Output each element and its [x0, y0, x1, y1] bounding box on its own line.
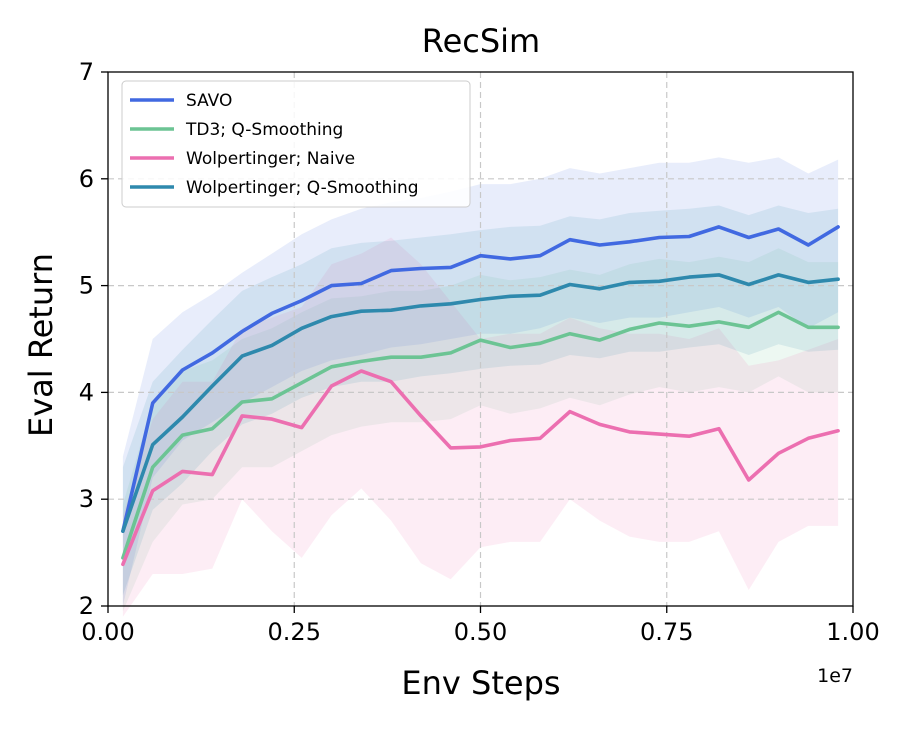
y-tick-label: 2	[79, 592, 94, 620]
chart-title: RecSim	[422, 22, 540, 60]
x-tick-label: 1.00	[826, 618, 879, 646]
x-tick-label: 0.00	[81, 618, 134, 646]
y-axis-label: Eval Return	[22, 253, 60, 437]
y-tick-label: 6	[79, 165, 94, 193]
series-lines	[121, 225, 840, 567]
legend: SAVO TD3; Q-Smoothing Wolpertinger; Naive W…	[121, 80, 471, 208]
legend-label-3: Wolpertinger; Q-Smoothing	[186, 178, 419, 198]
confidence-band-0	[122, 157, 839, 606]
x-axis-offset-label: 1e7	[817, 665, 853, 687]
confidence-band-1	[122, 248, 839, 612]
legend-box	[121, 80, 471, 208]
x-tick-label: 0.75	[640, 618, 693, 646]
legend-label-1: TD3; Q-Smoothing	[185, 120, 343, 140]
series-line-0	[121, 225, 840, 534]
y-axis-ticks: 2 3 4 5 6 7	[79, 58, 108, 620]
x-tick-label: 0.25	[268, 618, 321, 646]
series-line-1	[121, 310, 840, 560]
x-tick-label: 0.50	[454, 618, 507, 646]
series-line-2	[121, 369, 840, 567]
x-axis-label: Env Steps	[401, 664, 560, 702]
series-line-3	[121, 273, 840, 534]
y-tick-label: 7	[79, 58, 94, 86]
y-tick-label: 4	[79, 378, 94, 406]
y-tick-label: 5	[79, 272, 94, 300]
confidence-band-3	[122, 205, 839, 596]
legend-label-0: SAVO	[186, 91, 232, 111]
y-tick-label: 3	[79, 485, 94, 513]
grid-lines	[108, 72, 853, 606]
x-axis-ticks: 0.00 0.25 0.50 0.75 1.00	[81, 606, 880, 646]
legend-items: SAVO TD3; Q-Smoothing Wolpertinger; Naive W…	[130, 91, 419, 198]
legend-label-2: Wolpertinger; Naive	[186, 149, 355, 169]
